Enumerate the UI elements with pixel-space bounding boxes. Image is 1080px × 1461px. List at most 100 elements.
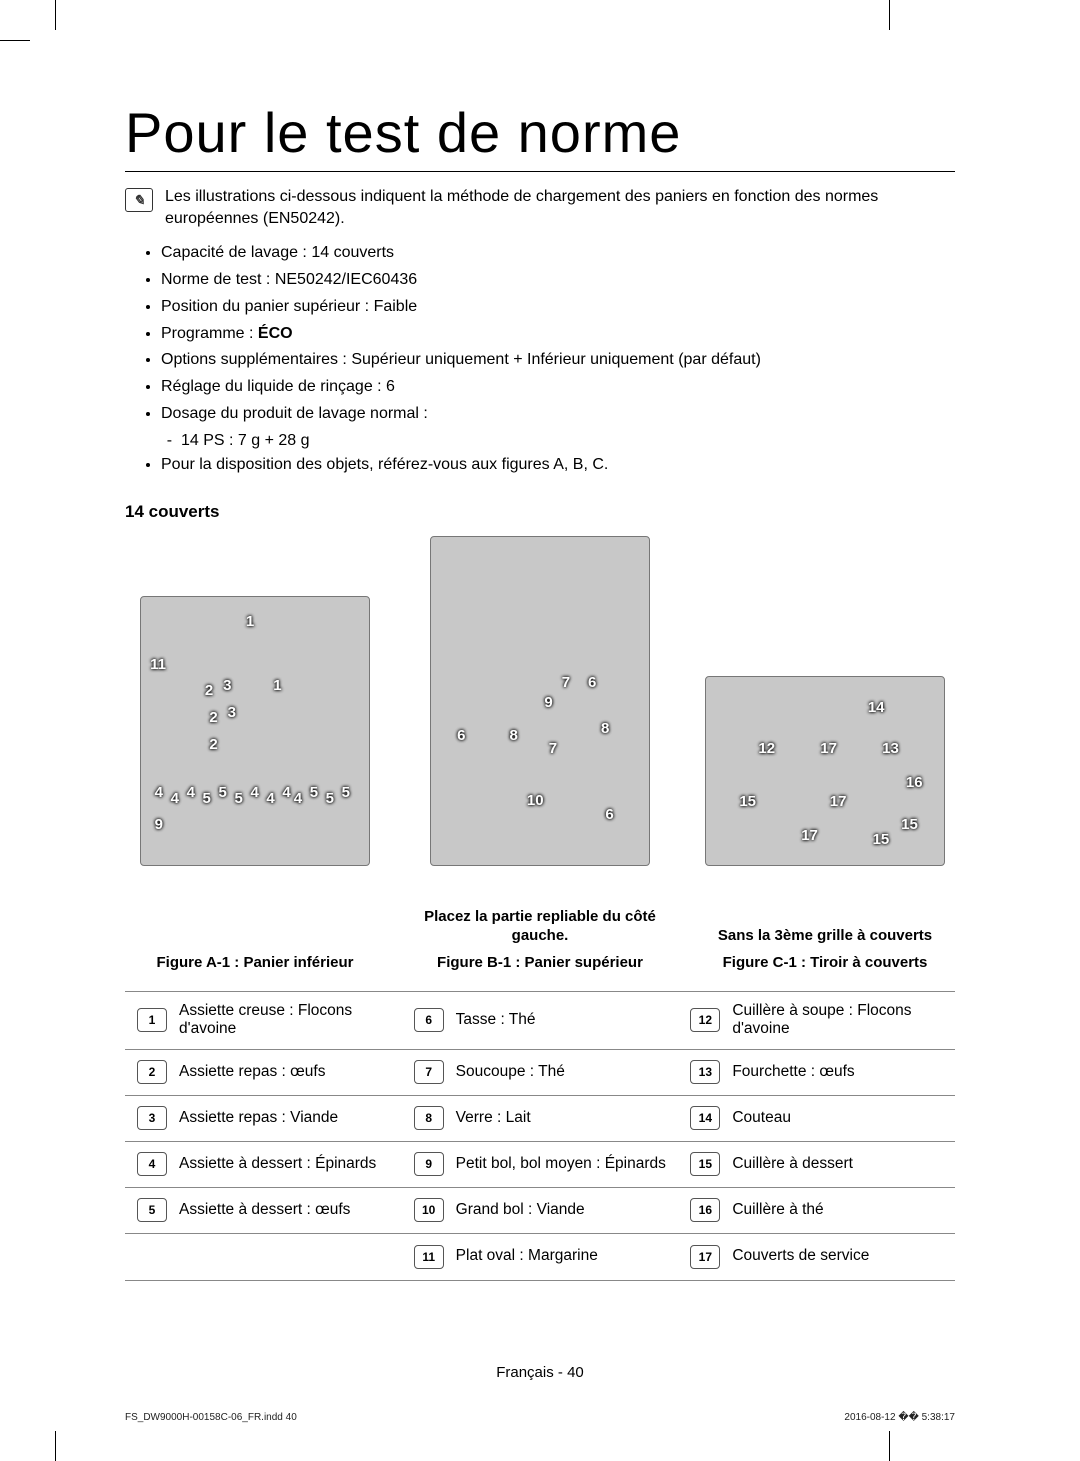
bullet-item: Pour la disposition des objets, référez-… xyxy=(161,453,955,478)
intro-row: ✎ Les illustrations ci-dessous indiquent… xyxy=(125,186,955,229)
legend-text: Cuillère à dessert xyxy=(732,1155,853,1174)
figure-a-image: 1 11 2 3 1 2 3 2 4 4 4 5 5 5 4 4 4 4 5 5 xyxy=(140,596,370,866)
figure-c-image: 14 12 17 13 16 15 17 15 17 15 xyxy=(705,676,945,866)
legend-text: Verre : Lait xyxy=(456,1109,531,1128)
legend-num: 6 xyxy=(414,1008,444,1032)
table-row: 4 Assiette à dessert : Épinards 9 Petit bo… xyxy=(125,1142,955,1188)
bullet-item: Options supplémentaires : Supérieur uniq… xyxy=(161,348,955,373)
fig-marker: 15 xyxy=(873,831,890,848)
fig-marker: 6 xyxy=(588,674,596,691)
bullet-item: Réglage du liquide de rinçage : 6 xyxy=(161,375,955,400)
fig-marker: 4 xyxy=(187,784,195,801)
legend-num: 9 xyxy=(414,1152,444,1176)
legend-cell: 16 Cuillère à thé xyxy=(678,1188,955,1234)
fig-marker: 11 xyxy=(150,656,166,673)
fig-marker: 7 xyxy=(562,674,570,691)
legend-cell: 11 Plat oval : Margarine xyxy=(402,1234,679,1280)
fig-marker: 16 xyxy=(906,774,923,791)
legend-num: 11 xyxy=(414,1245,444,1269)
legend-num: 2 xyxy=(137,1060,167,1084)
bullet-list-2: Pour la disposition des objets, référez-… xyxy=(125,453,955,478)
legend-num: 10 xyxy=(414,1198,444,1222)
legend-cell: 14Couteau xyxy=(678,1096,955,1142)
fig-marker: 4 xyxy=(171,790,179,807)
legend-cell: 1 Assiette creuse : Flocons d'avoine xyxy=(125,992,402,1050)
fig-marker: 4 xyxy=(294,790,302,807)
fig-marker: 3 xyxy=(228,704,236,721)
figure-b-column: 7 6 9 6 8 8 7 10 6 Placez la partie repl… xyxy=(410,536,670,971)
footer-lang: Français - xyxy=(496,1364,567,1381)
legend-text: Assiette repas : Viande xyxy=(179,1109,338,1128)
fig-marker: 4 xyxy=(282,784,290,801)
fig-marker: 3 xyxy=(223,677,231,694)
legend-cell xyxy=(125,1234,402,1280)
legend-text: Assiette à dessert : œufs xyxy=(179,1201,350,1220)
page: Pour le test de norme ✎ Les illustration… xyxy=(0,0,1080,1461)
legend-text: Plat oval : Margarine xyxy=(456,1247,598,1266)
eco-label: ÉCO xyxy=(258,325,293,342)
fig-marker: 15 xyxy=(739,793,756,810)
fig-marker: 5 xyxy=(219,784,227,801)
sub-bullet-item: 14 PS : 7 g + 28 g xyxy=(181,429,955,453)
legend-text: Assiette à dessert : Épinards xyxy=(179,1155,376,1174)
legend-cell: 15Cuillère à dessert xyxy=(678,1142,955,1188)
figure-b-caption: Figure B-1 : Panier supérieur xyxy=(437,954,643,971)
fig-marker: 6 xyxy=(605,806,613,823)
fig-marker: 5 xyxy=(326,790,334,807)
legend-text: Petit bol, bol moyen : Épinards xyxy=(456,1155,666,1174)
subheading: 14 couverts xyxy=(125,502,955,522)
legend-num: 3 xyxy=(137,1106,167,1130)
fig-marker: 17 xyxy=(801,827,818,844)
fig-marker: 2 xyxy=(205,682,213,699)
figure-b-image: 7 6 9 6 8 8 7 10 6 xyxy=(430,536,650,866)
fig-marker: 8 xyxy=(509,727,517,744)
table-row: 5Assiette à dessert : œufs 10 Grand bol :… xyxy=(125,1188,955,1234)
legend-text: Couverts de service xyxy=(732,1247,869,1266)
intro-text: Les illustrations ci-dessous indiquent l… xyxy=(165,186,955,229)
page-title: Pour le test de norme xyxy=(125,100,955,172)
legend-text: Assiette creuse : Flocons d'avoine xyxy=(179,1002,390,1039)
crop-mark xyxy=(889,1431,890,1461)
table-row: 2Assiette repas : œufs 7Soucoupe : Thé 1… xyxy=(125,1050,955,1096)
footer-page: 40 xyxy=(567,1364,584,1381)
legend-cell: 5Assiette à dessert : œufs xyxy=(125,1188,402,1234)
legend-cell: 17 Couverts de service xyxy=(678,1234,955,1280)
fig-marker: 9 xyxy=(544,694,552,711)
footer-left: FS_DW9000H-00158C-06_FR.indd 40 xyxy=(125,1412,297,1423)
legend-num: 4 xyxy=(137,1152,167,1176)
legend-cell: 13Fourchette : œufs xyxy=(678,1050,955,1096)
fig-marker: 1 xyxy=(246,613,254,630)
crop-mark xyxy=(889,0,890,30)
fig-marker: 9 xyxy=(155,816,163,833)
fig-marker: 15 xyxy=(901,816,918,833)
footer-center: Français - 40 xyxy=(0,1364,1080,1381)
bullet-item: Dosage du produit de lavage normal : xyxy=(161,402,955,427)
legend-table: 1Assiette creuse : Flocons d'avoine 6Tas… xyxy=(125,991,955,1281)
fig-marker: 8 xyxy=(601,720,609,737)
table-row: 3 Assiette repas : Viande 8Verre : Lait 1… xyxy=(125,1096,955,1142)
fig-marker: 2 xyxy=(209,736,217,753)
legend-text: Assiette repas : œufs xyxy=(179,1063,325,1082)
footer-right: 2016-08-12 �� 5:38:17 xyxy=(844,1412,955,1423)
legend-cell: 8Verre : Lait xyxy=(402,1096,679,1142)
legend-cell: 3 Assiette repas : Viande xyxy=(125,1096,402,1142)
fig-marker: 4 xyxy=(266,790,274,807)
fig-marker: 10 xyxy=(527,792,544,809)
fig-marker: 5 xyxy=(310,784,318,801)
table-row: 11 Plat oval : Margarine 17 Couverts de se… xyxy=(125,1234,955,1280)
bullet-list: Capacité de lavage : 14 couverts Norme d… xyxy=(125,241,955,427)
legend-text: Cuillère à thé xyxy=(732,1201,823,1220)
figure-c-caption-top: Sans la 3ème grille à couverts xyxy=(718,906,932,946)
legend-num: 17 xyxy=(690,1245,720,1269)
fig-marker: 14 xyxy=(868,699,885,716)
legend-text: Grand bol : Viande xyxy=(456,1201,585,1220)
legend-num: 7 xyxy=(414,1060,444,1084)
legend-cell: 12Cuillère à soupe : Flocons d'avoine xyxy=(678,992,955,1050)
figure-b-caption-top: Placez la partie repliable du côté gauch… xyxy=(410,906,670,946)
legend-num: 16 xyxy=(690,1198,720,1222)
fig-marker: 17 xyxy=(830,793,847,810)
legend-num: 13 xyxy=(690,1060,720,1084)
fig-marker: 5 xyxy=(342,784,350,801)
legend-num: 1 xyxy=(137,1008,167,1032)
legend-cell: 2 Assiette repas : œufs xyxy=(125,1050,402,1096)
